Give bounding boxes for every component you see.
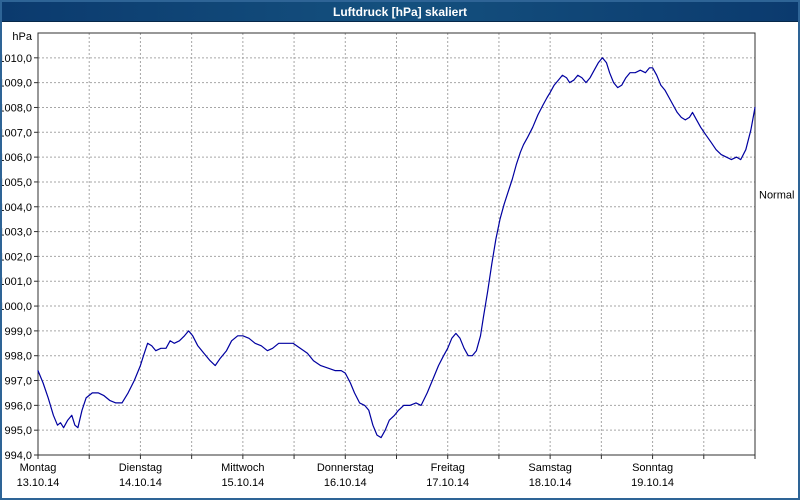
y-tick-label: 1001,0: [2, 276, 32, 288]
y-tick-label: 1008,0: [2, 102, 32, 114]
y-tick-label: 1010,0: [2, 53, 32, 65]
title-bar: Luftdruck [hPa] skaliert: [2, 2, 798, 22]
y-tick-label: 996,0: [4, 400, 32, 412]
y-tick-label: 994,0: [4, 450, 32, 462]
y-tick-label: 1000,0: [2, 301, 32, 313]
x-date-label: 16.10.14: [324, 477, 367, 489]
y-tick-label: 998,0: [4, 351, 32, 363]
x-day-label: Donnerstag: [317, 462, 374, 474]
x-day-label: Montag: [20, 462, 57, 474]
x-day-label: Samstag: [528, 462, 571, 474]
y-tick-label: 995,0: [4, 425, 32, 437]
normal-reference-label: Normal: [759, 189, 794, 201]
y-tick-label: 1003,0: [2, 227, 32, 239]
x-date-label: 14.10.14: [119, 477, 162, 489]
x-date-label: 18.10.14: [529, 477, 572, 489]
x-day-label: Sonntag: [632, 462, 673, 474]
y-axis-unit-label: hPa: [12, 31, 32, 43]
x-date-label: 17.10.14: [426, 477, 469, 489]
y-tick-label: 1004,0: [2, 202, 32, 214]
x-date-label: 15.10.14: [221, 477, 264, 489]
y-tick-label: 999,0: [4, 326, 32, 338]
plot-frame: [37, 32, 756, 456]
x-day-label: Freitag: [431, 462, 465, 474]
pressure-line: [37, 57, 756, 439]
y-tick-label: 1005,0: [2, 177, 32, 189]
y-tick-label: 1002,0: [2, 251, 32, 263]
x-day-label: Dienstag: [119, 462, 162, 474]
x-date-label: 19.10.14: [631, 477, 674, 489]
x-day-label: Mittwoch: [221, 462, 264, 474]
chart-area: 1010,0 1009,0 1008,0 1007,0 1006,0 1005,0 1004…: [2, 22, 798, 497]
y-tick-label: 997,0: [4, 376, 32, 388]
pressure-chart: 1010,0 1009,0 1008,0 1007,0 1006,0 1005,0 1004…: [2, 31, 794, 489]
y-tick-label: 1006,0: [2, 152, 32, 164]
window-title: Luftdruck [hPa] skaliert: [332, 4, 468, 19]
y-tick-label: 1007,0: [2, 127, 32, 139]
x-date-label: 13.10.14: [17, 477, 60, 489]
y-tick-label: 1009,0: [2, 78, 32, 90]
